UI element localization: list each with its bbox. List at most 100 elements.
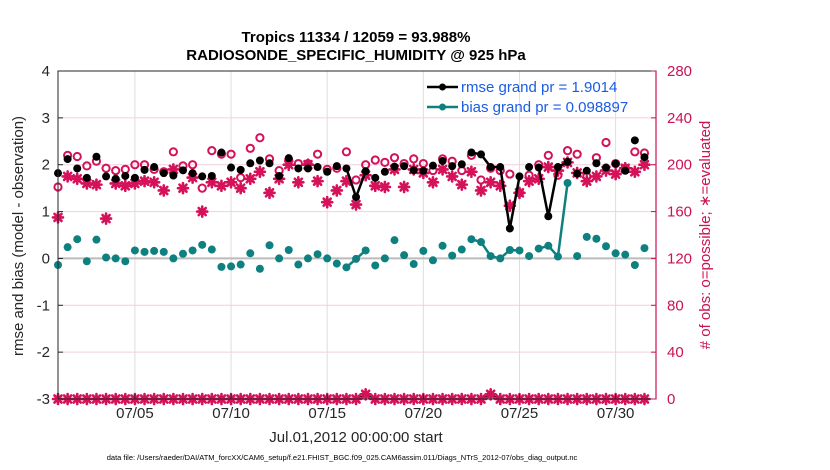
- possible-obs-marker: [120, 164, 130, 174]
- rmse-point: [361, 167, 370, 176]
- y-right-tick-label: 120: [667, 250, 692, 267]
- rmse-point: [332, 162, 341, 171]
- rmse-point: [140, 165, 149, 174]
- rmse-point: [477, 150, 486, 159]
- possible-obs-marker: [543, 150, 553, 160]
- evaluated-obs-marker: [215, 179, 228, 193]
- y-left-tick-label: 3: [42, 110, 50, 127]
- rmse-point: [121, 171, 130, 180]
- rmse-point: [409, 166, 418, 175]
- evaluated-obs-marker: [378, 180, 392, 194]
- bias-point: [294, 260, 303, 269]
- evaluated-obs-marker: [292, 175, 305, 189]
- x-tick-label: 07/15: [308, 405, 346, 422]
- evaluated-obs-marker: [224, 175, 238, 189]
- rmse-point: [198, 172, 207, 181]
- possible-obs-marker: [101, 163, 111, 173]
- rmse-point: [352, 193, 361, 202]
- bias-point: [534, 244, 543, 253]
- evaluated-obs-marker: [157, 184, 171, 197]
- evaluated-obs-marker: [349, 198, 363, 211]
- rmse-point: [486, 163, 495, 172]
- bias-point: [640, 244, 649, 253]
- bias-point: [63, 243, 72, 252]
- y-left-tick-label: -1: [37, 297, 50, 314]
- evaluated-obs-marker: [445, 170, 459, 183]
- rmse-point: [621, 166, 630, 175]
- rmse-point: [73, 164, 82, 173]
- possible-obs-marker: [197, 183, 207, 193]
- evaluated-obs-marker: [195, 205, 209, 218]
- rmse-point: [102, 172, 111, 181]
- bias-point: [284, 245, 293, 254]
- rmse-point: [130, 173, 139, 182]
- x-tick-label: 07/05: [116, 405, 154, 422]
- bias-point: [505, 245, 514, 254]
- possible-obs-marker: [168, 147, 178, 157]
- bias-point: [390, 236, 399, 245]
- data-file-footnote: data file: /Users/raeder/DAI/ATM_forcXX/…: [107, 453, 578, 462]
- bias-point: [198, 240, 207, 249]
- rmse-point: [400, 162, 409, 171]
- evaluated-obs-marker: [138, 174, 151, 188]
- evaluated-obs-marker: [340, 174, 353, 188]
- bias-point: [236, 260, 245, 269]
- y-right-tick-label: 80: [667, 297, 684, 314]
- rmse-point: [255, 156, 264, 165]
- evaluated-obs-marker: [397, 180, 411, 194]
- possible-obs-marker: [476, 175, 486, 185]
- evaluated-obs-marker: [282, 158, 296, 172]
- bias-point: [573, 252, 582, 261]
- possible-obs-marker: [572, 149, 582, 159]
- evaluated-obs-marker: [465, 165, 478, 179]
- possible-obs-marker: [236, 173, 246, 183]
- rmse-point: [313, 163, 322, 172]
- rmse-point: [640, 153, 649, 162]
- bias-point: [630, 260, 639, 269]
- rmse-point: [602, 163, 611, 172]
- evaluated-obs-marker: [542, 160, 555, 174]
- zero-count-marker: [362, 391, 369, 398]
- possible-obs-marker: [351, 175, 361, 185]
- possible-obs-marker: [245, 143, 255, 153]
- zero-count-marker: [487, 391, 494, 398]
- possible-obs-marker: [111, 165, 121, 176]
- evaluated-obs-marker: [109, 177, 122, 190]
- evaluated-obs-marker: [263, 186, 276, 200]
- evaluated-obs-marker: [484, 175, 497, 189]
- chart-subtitle: RADIOSONDE_SPECIFIC_HUMIDITY @ 925 hPa: [186, 47, 526, 64]
- rmse-point: [525, 163, 534, 172]
- evaluated-obs-marker: [234, 181, 247, 195]
- rmse-point: [169, 171, 178, 180]
- y-left-tick-label: -3: [37, 391, 50, 408]
- rmse-point: [63, 155, 72, 164]
- y-left-tick-label: 4: [42, 63, 50, 80]
- bias-point: [178, 249, 187, 258]
- evaluated-obs-marker: [311, 174, 324, 188]
- rmse-point: [303, 164, 312, 173]
- rmse-point: [505, 224, 514, 233]
- evaluated-obs-marker: [532, 172, 546, 186]
- bias-point: [82, 257, 91, 266]
- evaluated-obs-marker: [513, 186, 526, 200]
- rmse-point: [630, 136, 639, 145]
- rmse-point: [265, 159, 274, 168]
- rmse-point: [380, 167, 389, 176]
- rmse-point: [92, 152, 101, 161]
- possible-obs-marker: [341, 147, 352, 157]
- x-axis-label: Jul.01,2012 00:00:00 start: [269, 429, 443, 446]
- evaluated-obs-marker: [609, 167, 622, 181]
- rmse-point: [217, 148, 226, 157]
- possible-obs-marker: [601, 137, 611, 148]
- possible-obs-marker: [562, 146, 573, 156]
- possible-obs-marker: [187, 160, 198, 170]
- bias-point: [448, 251, 457, 260]
- rmse-point: [284, 154, 293, 163]
- rmse-point: [150, 163, 159, 172]
- rmse-line-segment: [537, 160, 569, 217]
- bias-point: [525, 252, 534, 261]
- y-right-tick-label: 160: [667, 204, 692, 221]
- bias-point: [303, 254, 312, 263]
- rmse-point: [371, 173, 380, 182]
- rmse-point: [448, 162, 457, 171]
